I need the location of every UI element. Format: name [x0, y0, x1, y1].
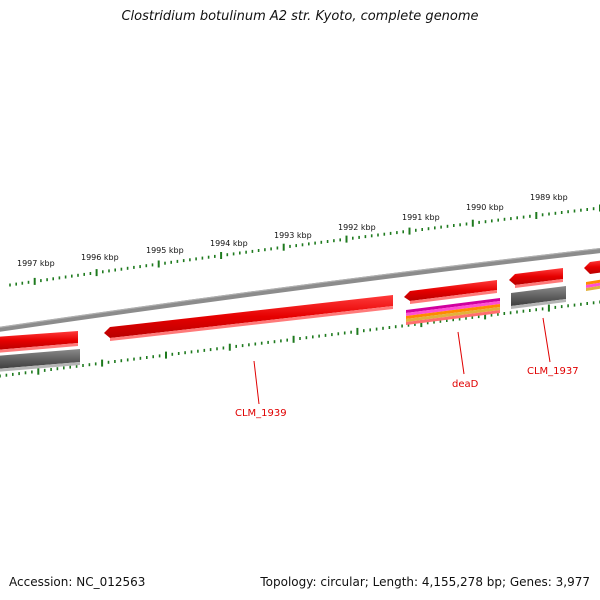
leader-line-clm-1939 [253, 360, 260, 405]
gene-arrow-clm-1939 [104, 295, 393, 338]
gray-feature [0, 349, 80, 369]
gene-arrow-clm-1937 [509, 268, 563, 285]
gray-feature-shadow [0, 362, 80, 372]
kbp-label: 1993 kbp [274, 231, 312, 240]
genome-backbone-highlight [0, 247, 600, 328]
gene-arrow-dead [404, 280, 497, 301]
gray-feature-shadow [511, 299, 566, 309]
leader-line-clm-1937 [542, 317, 551, 363]
gene-arrow-shadow [0, 343, 78, 353]
kbp-label: 1994 kbp [210, 239, 248, 248]
gray-feature [511, 286, 566, 306]
leader-line-dead [457, 331, 465, 375]
gene-arrow [0, 331, 78, 350]
page-title: Clostridium botulinum A2 str. Kyoto, com… [121, 9, 479, 24]
outer-tick-track [9, 204, 600, 287]
kbp-label: 1997 kbp [17, 259, 55, 268]
gene-arrow-dead-shadow [410, 290, 497, 304]
genome-backbone [0, 248, 600, 332]
kbp-label: 1989 kbp [530, 193, 568, 202]
dead-feature-bands [406, 298, 500, 325]
genome-info-text: Topology: circular; Length: 4,155,278 bp… [260, 575, 590, 589]
right-feature-bands [586, 279, 600, 291]
gene-arrow-clm-1937-shadow [515, 279, 563, 288]
gene-arrow [584, 260, 600, 274]
gene-arrow-clm-1939-shadow [110, 306, 393, 341]
kbp-label: 1992 kbp [338, 223, 376, 232]
kbp-label: 1995 kbp [146, 246, 184, 255]
gene-label: CLM_1939 [235, 408, 287, 419]
kbp-label: 1991 kbp [402, 213, 440, 222]
accession-text: Accession: NC_012563 [9, 575, 146, 589]
gene-label: deaD [452, 379, 479, 390]
kbp-label: 1996 kbp [81, 253, 119, 262]
kbp-label: 1990 kbp [466, 203, 504, 212]
gene-label: CLM_1937 [527, 366, 579, 377]
